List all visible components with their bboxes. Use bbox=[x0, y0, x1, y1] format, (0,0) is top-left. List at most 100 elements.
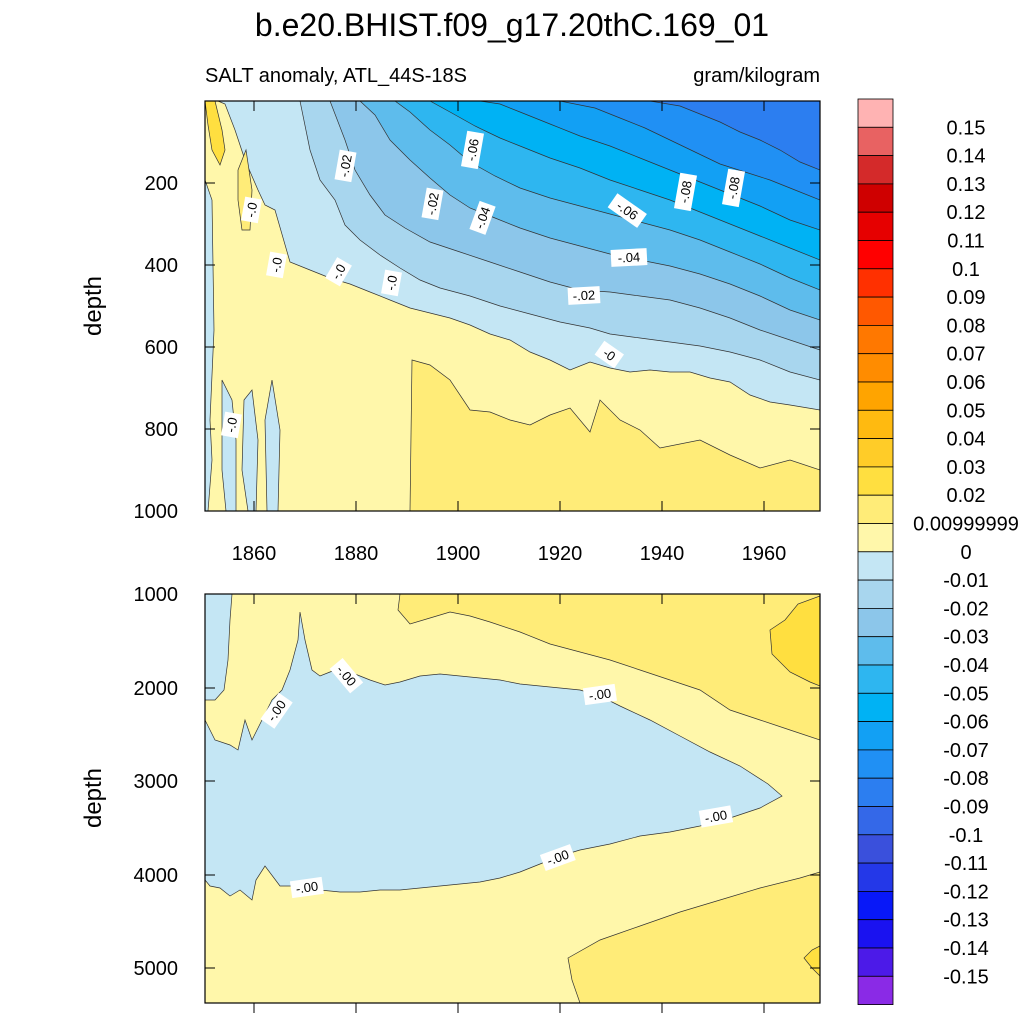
y-tick-label: 3000 bbox=[134, 771, 179, 793]
lower-tick-labels: 1000 2000 3000 4000 5000 bbox=[134, 584, 179, 980]
colorbar-label: 0.15 bbox=[947, 117, 986, 139]
colorbar-label: -0.08 bbox=[943, 768, 989, 790]
upper-plot-frame bbox=[204, 100, 821, 512]
colorbar-box bbox=[857, 155, 894, 185]
y-tick-label: 2000 bbox=[134, 678, 179, 700]
chart-subtitle-left: SALT anomaly, ATL_44S-18S bbox=[205, 65, 467, 87]
colorbar-box bbox=[857, 636, 894, 666]
colorbar-box bbox=[857, 749, 894, 779]
colorbar-label: 0 bbox=[960, 542, 971, 564]
x-tick-label: 1940 bbox=[640, 543, 685, 565]
colorbar-label: 0.1 bbox=[952, 259, 980, 281]
contour-label: -.02 bbox=[336, 154, 355, 179]
colorbar-box bbox=[857, 834, 894, 864]
contour-label: -.08 bbox=[724, 176, 743, 201]
fill-neg-0.01-left-strip bbox=[205, 179, 215, 511]
colorbar-box bbox=[857, 438, 894, 468]
lower-axis-ticks bbox=[205, 594, 820, 1013]
colorbar-label: 0.09 bbox=[947, 287, 986, 309]
y-tick-label: 5000 bbox=[134, 958, 179, 980]
chart-title: b.e20.BHIST.f09_g17.20thC.169_01 bbox=[255, 7, 769, 43]
colorbar-label: -0.03 bbox=[943, 627, 989, 649]
colorbar-box bbox=[857, 806, 894, 836]
colorbar-label: 0.11 bbox=[947, 231, 984, 253]
colorbar-box bbox=[857, 551, 894, 581]
colorbar-label: -0.11 bbox=[944, 853, 988, 875]
colorbar-box bbox=[857, 211, 894, 241]
fill-pos-0.01-upper-band bbox=[397, 594, 820, 741]
contour-label: -.02 bbox=[572, 287, 595, 303]
colorbar-label: -0.07 bbox=[943, 740, 989, 762]
upper-contour-fills bbox=[205, 101, 820, 511]
colorbar-box bbox=[857, 240, 894, 270]
contour-label: -.04 bbox=[617, 249, 640, 265]
lower-contour-labels: -.00 -.00 -.00 -.00 -.00 -.00 bbox=[260, 657, 734, 899]
y-tick-label: 600 bbox=[145, 337, 178, 359]
fill-neg-0.01-left-strip bbox=[205, 594, 233, 701]
contour-label: -.0 bbox=[268, 256, 285, 274]
y-tick-label: 400 bbox=[145, 255, 178, 277]
lower-panel: 1000 2000 3000 4000 5000 depth -.00 -.00… bbox=[80, 584, 821, 1013]
colorbar-box bbox=[857, 268, 894, 298]
colorbar-box bbox=[857, 919, 894, 949]
colorbar-label: -0.06 bbox=[943, 712, 989, 734]
contour-label: -.0 bbox=[223, 416, 240, 434]
contour-label: -.06 bbox=[463, 138, 482, 163]
fill-neg-0.01-left-lobe3 bbox=[264, 379, 281, 511]
fill-neg-0.01-left-lobe2 bbox=[241, 389, 259, 511]
colorbar-box bbox=[857, 862, 894, 892]
colorbar-box bbox=[857, 608, 894, 638]
colorbar-label: 0.06 bbox=[947, 372, 986, 394]
colorbar-box bbox=[857, 494, 894, 524]
colorbar: 0.15 0.14 0.13 0.12 0.11 0.1 0.09 0.08 0.07 0.06 0… bbox=[857, 98, 1019, 1005]
colorbar-label: 0.08 bbox=[947, 315, 986, 337]
lower-y-axis-label: depth bbox=[80, 768, 107, 828]
colorbar-label: 0.04 bbox=[947, 429, 986, 451]
colorbar-box bbox=[857, 777, 894, 807]
colorbar-label: 0.03 bbox=[947, 457, 986, 479]
x-tick-label: 1960 bbox=[742, 543, 787, 565]
colorbar-box bbox=[857, 126, 894, 157]
upper-axis-ticks bbox=[205, 101, 820, 511]
colorbar-label: 0.13 bbox=[947, 174, 986, 196]
contour-label: -.04 bbox=[472, 205, 494, 231]
colorbar-label: 0.07 bbox=[947, 344, 986, 366]
x-tick-label: 1860 bbox=[232, 543, 277, 565]
fill-pos-0.02-streak bbox=[205, 101, 226, 166]
colorbar-box bbox=[857, 664, 894, 694]
colorbar-box bbox=[857, 324, 894, 355]
colorbar-box bbox=[857, 296, 894, 326]
contour-label: -.0 bbox=[328, 261, 349, 282]
colorbar-box bbox=[857, 183, 894, 213]
colorbar-label: 0.05 bbox=[947, 400, 986, 422]
x-tick-label: 1880 bbox=[334, 543, 379, 565]
colorbar-label: 0.12 bbox=[947, 202, 986, 224]
colorbar-label: -0.12 bbox=[943, 881, 989, 903]
chart-subtitle-right: gram/kilogram bbox=[693, 65, 820, 87]
colorbar-label: -0.02 bbox=[943, 598, 989, 620]
y-tick-label: 4000 bbox=[134, 865, 179, 887]
colorbar-label: -0.14 bbox=[943, 938, 989, 960]
upper-panel: 1860 1880 1900 1920 1940 1960 200 400 60… bbox=[80, 100, 821, 565]
colorbar-box bbox=[857, 523, 894, 553]
upper-tick-labels: 1860 1880 1900 1920 1940 1960 200 400 60… bbox=[134, 173, 787, 565]
x-tick-label: 1920 bbox=[538, 543, 583, 565]
colorbar-label: -0.01 bbox=[943, 570, 989, 592]
contour-label: -.0 bbox=[243, 201, 260, 219]
y-tick-label: 800 bbox=[145, 419, 178, 441]
colorbar-label: -0.13 bbox=[943, 910, 989, 932]
colorbar-label: -0.05 bbox=[943, 683, 989, 705]
colorbar-label: -0.09 bbox=[943, 797, 989, 819]
upper-y-axis-label: depth bbox=[80, 276, 107, 336]
colorbar-box bbox=[857, 381, 894, 411]
y-tick-label: 1000 bbox=[134, 501, 179, 523]
colorbar-box bbox=[857, 721, 894, 751]
colorbar-box bbox=[857, 891, 894, 921]
colorbar-label: -0.1 bbox=[949, 825, 983, 847]
contour-label: -.0 bbox=[383, 274, 400, 292]
upper-contour-labels: -.02 -.06 -.0 -.02 -.04 -.06 -.08 -.08 -… bbox=[221, 130, 746, 439]
contour-label: -.00 bbox=[588, 686, 612, 704]
lower-contour-fills bbox=[205, 594, 820, 1003]
colorbar-box bbox=[857, 975, 894, 1005]
colorbar-box bbox=[857, 466, 894, 496]
